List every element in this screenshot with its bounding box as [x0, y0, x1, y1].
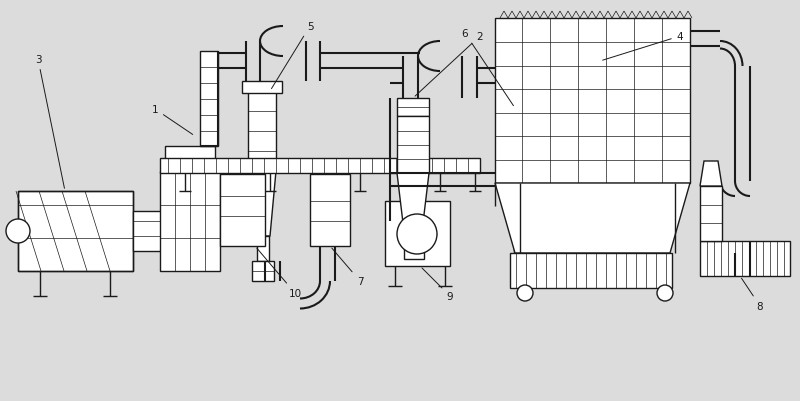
Bar: [510, 253, 672, 288]
Text: 1: 1: [152, 105, 193, 135]
Polygon shape: [248, 172, 276, 237]
Circle shape: [397, 215, 437, 254]
Bar: [700, 186, 722, 241]
Text: 3: 3: [34, 55, 65, 189]
Bar: [248, 92, 276, 172]
Bar: [160, 159, 480, 174]
Bar: [408, 223, 420, 243]
Text: 7: 7: [332, 249, 363, 286]
Bar: [700, 241, 790, 276]
Bar: [514, 246, 533, 261]
Bar: [508, 127, 538, 176]
Text: 9: 9: [422, 268, 454, 301]
Bar: [508, 109, 538, 127]
Polygon shape: [700, 162, 722, 186]
Circle shape: [517, 285, 533, 301]
Bar: [18, 192, 133, 271]
Polygon shape: [508, 176, 538, 227]
Bar: [133, 211, 163, 251]
Circle shape: [6, 219, 30, 243]
Text: 6: 6: [462, 29, 514, 106]
Circle shape: [657, 285, 673, 301]
Bar: [397, 117, 429, 174]
Polygon shape: [495, 184, 690, 253]
Bar: [220, 174, 265, 246]
Bar: [165, 147, 215, 172]
Text: 5: 5: [271, 22, 314, 89]
Polygon shape: [397, 174, 429, 223]
Text: 10: 10: [257, 249, 302, 298]
Text: 4: 4: [602, 32, 683, 61]
Bar: [160, 172, 220, 271]
Bar: [310, 174, 350, 246]
Bar: [252, 261, 274, 281]
Bar: [18, 192, 133, 271]
Bar: [242, 82, 282, 94]
Bar: [397, 99, 429, 117]
Bar: [404, 243, 424, 259]
Bar: [257, 237, 269, 261]
Bar: [495, 19, 690, 184]
Bar: [385, 201, 450, 266]
Text: 2: 2: [415, 32, 483, 97]
Text: 8: 8: [742, 279, 763, 311]
Bar: [518, 227, 529, 246]
Bar: [200, 52, 218, 147]
